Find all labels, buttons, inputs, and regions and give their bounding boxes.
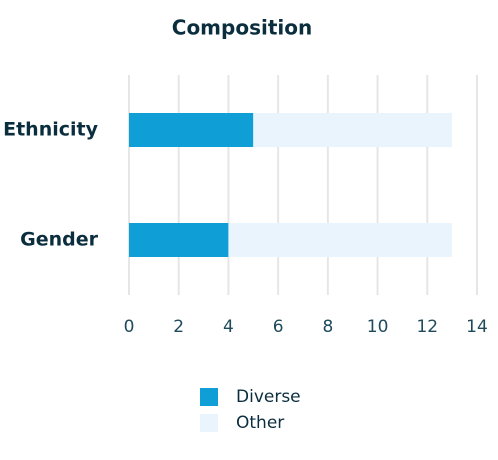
legend-swatch xyxy=(200,388,218,406)
x-tick-label: 8 xyxy=(322,317,333,337)
x-tick-label: 10 xyxy=(367,317,389,337)
x-tick-label: 12 xyxy=(416,317,438,337)
chart-title: Composition xyxy=(172,16,312,40)
bar-segment xyxy=(228,223,453,257)
x-tick-label: 4 xyxy=(223,317,234,337)
legend-label: Other xyxy=(236,413,284,433)
y-tick-label: Gender xyxy=(20,229,98,251)
y-tick-label: Ethnicity xyxy=(3,119,98,141)
bar-segment xyxy=(129,113,254,147)
x-tick-label: 6 xyxy=(273,317,284,337)
bar-segment xyxy=(129,223,229,257)
x-tick-label: 0 xyxy=(124,317,135,337)
x-tick-label: 2 xyxy=(173,317,184,337)
legend-label: Diverse xyxy=(236,387,301,407)
legend-swatch xyxy=(200,414,218,432)
x-tick-label: 14 xyxy=(466,317,488,337)
bar-segment xyxy=(253,113,453,147)
